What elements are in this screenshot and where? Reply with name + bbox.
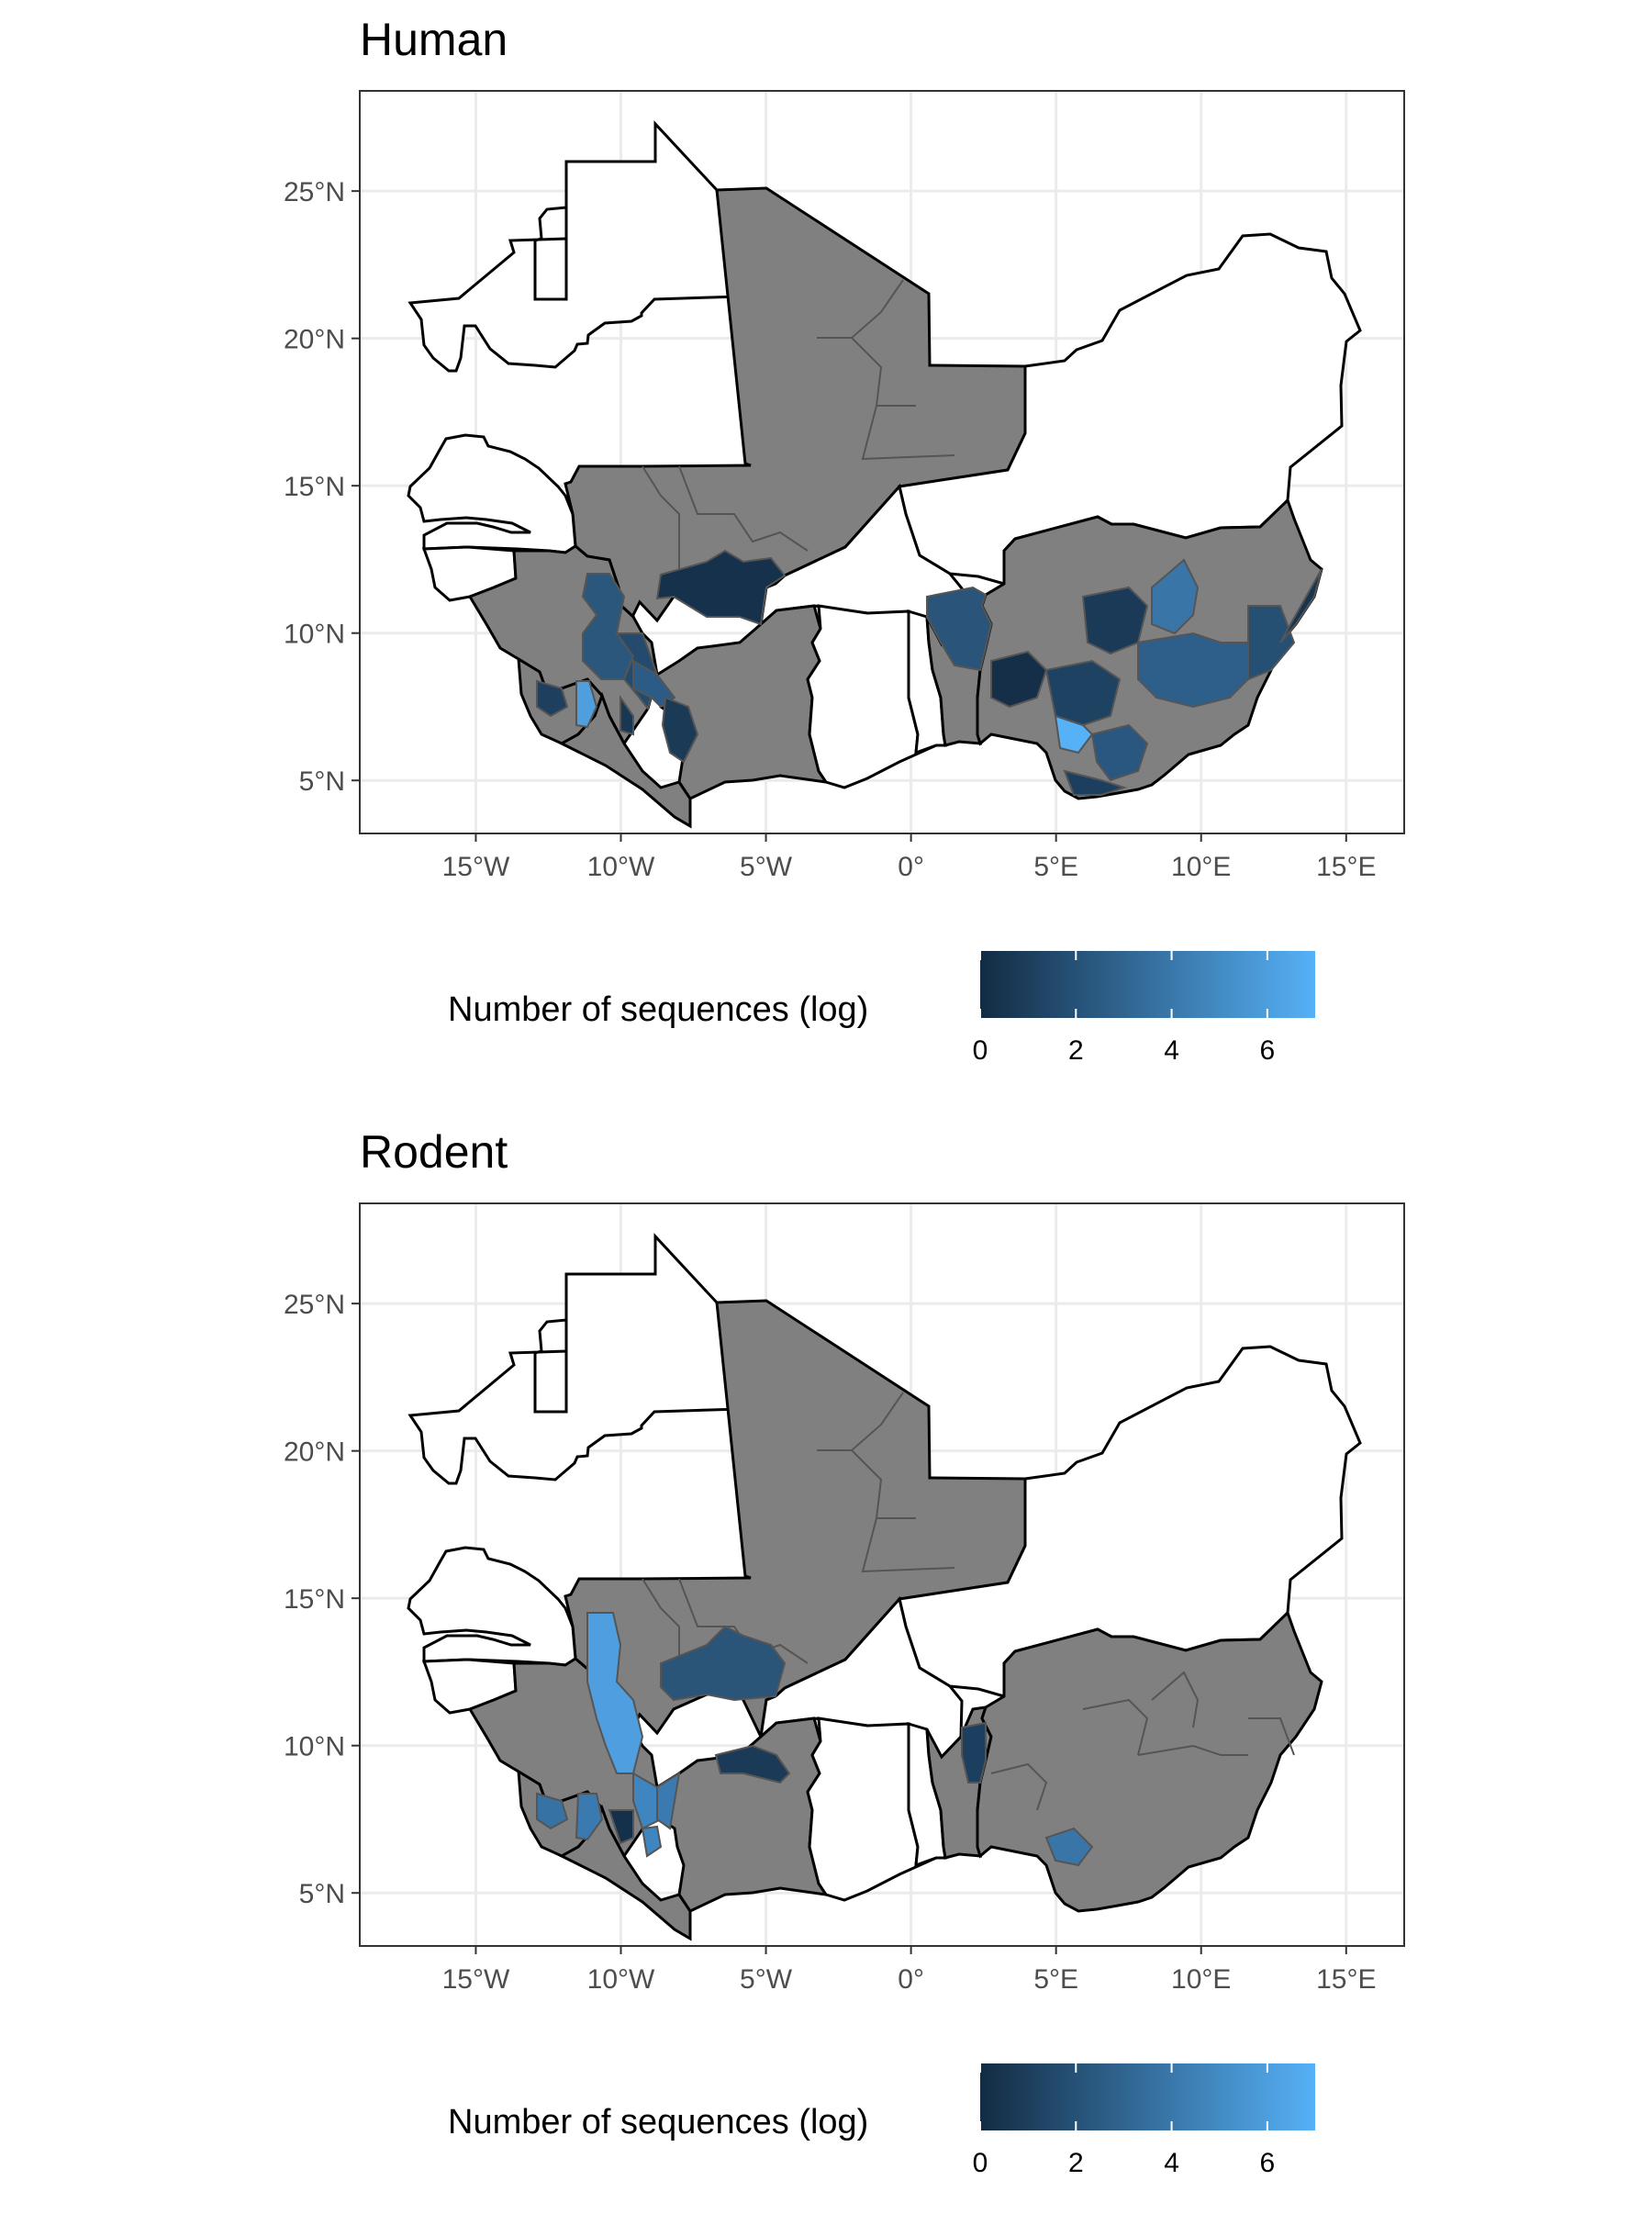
region-sierra-leone-1 xyxy=(536,679,569,718)
x-tick-label: 0° xyxy=(898,852,924,882)
legend-tick-label: 6 xyxy=(1260,1035,1276,1066)
x-tick-label: 5°E xyxy=(1033,852,1078,882)
x-tick-label: 15°E xyxy=(1316,852,1376,882)
panel-border xyxy=(359,1202,1405,1947)
x-tick-label: 5°W xyxy=(740,1964,793,1995)
region-benin-north xyxy=(961,1721,987,1784)
x-tick-label: 5°E xyxy=(1033,1964,1078,1995)
region-sierra-leone-2 xyxy=(575,1793,604,1841)
region-civ-west xyxy=(656,1771,681,1830)
legend-tick-label: 4 xyxy=(1164,1035,1179,1066)
region-guinea-1 xyxy=(581,573,635,680)
y-tick-label: 5°N xyxy=(299,766,345,797)
region-benin-north xyxy=(926,586,993,672)
x-tick-label: 10°W xyxy=(587,852,655,882)
region-shapes xyxy=(536,1392,1295,1867)
region-guinea-1 xyxy=(586,1612,644,1774)
y-tick-label: 25°N xyxy=(284,1290,345,1320)
y-tick-label: 20°N xyxy=(284,325,345,355)
region-liberia-1 xyxy=(620,694,634,736)
region-nigeria-9 xyxy=(1279,568,1323,643)
region-civ-north xyxy=(714,1744,791,1784)
region-liberia-1 xyxy=(608,1809,634,1845)
region-civ-west xyxy=(632,659,676,709)
country-senegal xyxy=(407,1546,577,1667)
legend-tick-label: 0 xyxy=(973,2148,988,2178)
region-guinea-2 xyxy=(632,1772,663,1830)
y-tick-label: 10°N xyxy=(284,1732,345,1762)
legend-ticks: 0 2 4 6 xyxy=(973,951,1276,1066)
region-mali-south xyxy=(660,1625,787,1702)
legend-tick-label: 6 xyxy=(1260,2148,1276,2178)
region-nigeria-8 xyxy=(1247,605,1296,681)
country-mauritania xyxy=(407,1233,753,1485)
region-nigeria-7 xyxy=(1090,723,1149,782)
legend-title: Number of sequences (log) xyxy=(448,2103,869,2141)
y-tick-label: 25°N xyxy=(284,177,345,207)
map-human: 15°W 10°W 5°W 0° 5°E 10°E 15°E 5°N 10°N 15°N 20°N 2… xyxy=(284,90,1405,1066)
x-tick-label: 10°E xyxy=(1171,852,1231,882)
y-tick-label: 15°N xyxy=(284,1584,345,1615)
country-shapes xyxy=(407,1233,1362,1941)
country-shapes xyxy=(407,120,1362,829)
region-nigeria-2 xyxy=(1151,558,1200,635)
legend-colorbar xyxy=(980,951,1315,1018)
map-panel-rodent: Rodent xyxy=(0,1113,1652,2214)
axes: 15°W 10°W 5°W 0° 5°E 10°E 15°E 5°N 10°N 15°N 20°N 2… xyxy=(284,1290,1377,1995)
region-sierra-leone-1 xyxy=(536,1792,569,1830)
y-tick-label: 20°N xyxy=(284,1437,345,1468)
panel-title: Rodent xyxy=(360,1126,508,1178)
country-senegal xyxy=(407,433,577,554)
region-sierra-leone-2 xyxy=(575,680,598,729)
map-rodent: 15°W 10°W 5°W 0° 5°E 10°E 15°E 5°N 10°N 15°N 20°N 2… xyxy=(284,1202,1405,2178)
x-tick-label: 15°W xyxy=(442,852,510,882)
x-tick-label: 5°W xyxy=(740,852,793,882)
x-tick-label: 0° xyxy=(898,1964,924,1995)
legend-tick-label: 2 xyxy=(1068,2148,1084,2178)
x-tick-label: 15°E xyxy=(1316,1964,1376,1995)
country-liberia xyxy=(558,691,692,829)
region-border xyxy=(642,279,955,569)
y-tick-label: 10°N xyxy=(284,620,345,650)
y-tick-label: 15°N xyxy=(284,472,345,502)
region-civ-mid xyxy=(661,696,699,764)
region-liberia-2 xyxy=(641,1825,663,1858)
region-shapes xyxy=(536,279,1323,796)
legend-tick-label: 4 xyxy=(1164,2148,1179,2178)
y-tick-label: 5°N xyxy=(299,1879,345,1909)
region-nigeria-6 xyxy=(1054,714,1094,755)
region-nigeria-3 xyxy=(1137,632,1249,709)
x-tick-label: 10°E xyxy=(1171,1964,1231,1995)
region-mali-sikasso xyxy=(655,549,787,626)
legend-tick-label: 2 xyxy=(1068,1035,1084,1066)
x-tick-label: 15°W xyxy=(442,1964,510,1995)
axes: 15°W 10°W 5°W 0° 5°E 10°E 15°E 5°N 10°N 15°N 20°N 2… xyxy=(284,177,1377,882)
legend-tick-label: 0 xyxy=(973,1035,988,1066)
country-mauritania xyxy=(407,120,753,373)
panel-title: Human xyxy=(360,14,508,65)
legend-colorbar xyxy=(980,2063,1315,2130)
region-nigeria-10 xyxy=(1063,769,1128,796)
region-nigeria-1 xyxy=(1044,1827,1094,1867)
map-panel-human: Human xyxy=(0,0,1652,1101)
region-nigeria-4 xyxy=(990,650,1048,709)
panel-border xyxy=(359,90,1405,834)
x-tick-label: 10°W xyxy=(587,1964,655,1995)
legend-ticks: 0 2 4 6 xyxy=(973,2063,1276,2178)
legend-title: Number of sequences (log) xyxy=(448,990,869,1029)
